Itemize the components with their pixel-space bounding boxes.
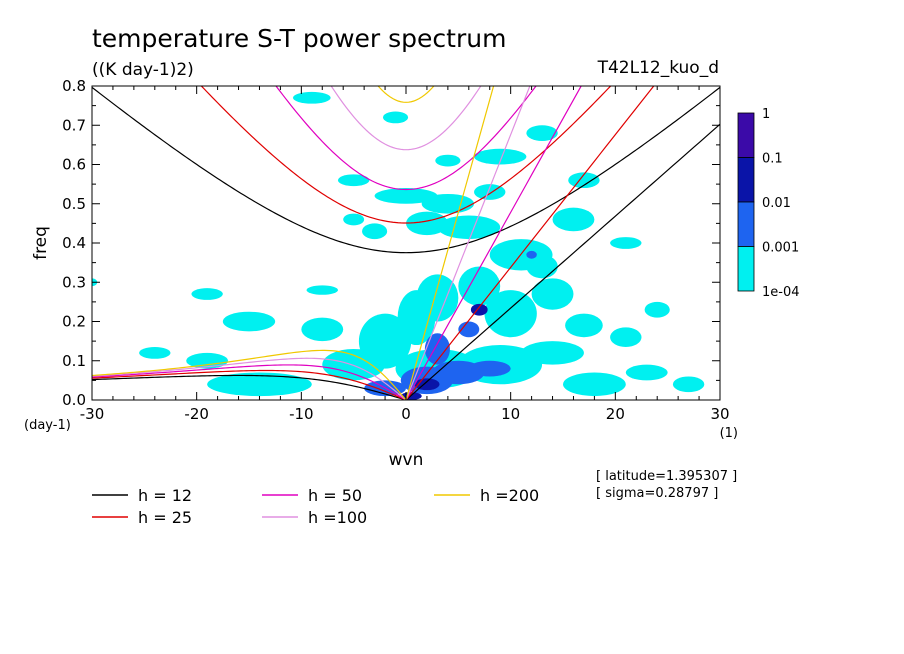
spectrum-region-29 — [531, 278, 574, 310]
y-axis-label: freq — [31, 226, 51, 260]
curve-h200-inertia-gravity — [377, 86, 435, 103]
spectrum-region-13 — [526, 125, 558, 141]
x-tick-label-6: 30 — [710, 405, 729, 423]
spectrum-region-9 — [292, 91, 331, 104]
info-sigma: [ sigma=0.28797 ] — [596, 486, 718, 501]
run-label: T42L12_kuo_d — [597, 58, 719, 78]
curve-h12-rossby — [92, 374, 407, 400]
y-tick-label-0: 0.0 — [62, 391, 86, 409]
spectrum-region-27 — [458, 266, 501, 306]
spectrum-region-4 — [406, 211, 448, 236]
spectrum-region-36 — [563, 372, 626, 397]
colorbar-label-0: 1 — [762, 107, 770, 122]
colorbar-label-2: 0.01 — [762, 196, 791, 211]
spectrum-regions — [92, 91, 705, 400]
colorbar-swatch-0 — [737, 112, 755, 158]
curve-h100-kelvin — [405, 86, 531, 400]
spectrum-region-2 — [306, 285, 338, 295]
spectrum-region-48 — [526, 250, 537, 259]
curve-h100-rossby — [92, 357, 407, 400]
y-tick-label-4: 0.4 — [62, 234, 86, 252]
spectrum-region-11 — [435, 154, 461, 167]
x-tick-label-0: -30 — [80, 405, 105, 423]
spectrum-region-21 — [301, 317, 344, 342]
x-tick-label-2: -10 — [289, 405, 314, 423]
legend-label-h12: h = 12 — [138, 486, 192, 505]
y-tick-label-5: 0.5 — [62, 195, 86, 213]
info-latitude: [ latitude=1.395307 ] — [596, 469, 737, 484]
spectrum-region-8 — [337, 174, 370, 187]
spectrum-region-32 — [644, 301, 670, 318]
spectrum-region-12 — [474, 148, 527, 165]
y-tick-label-7: 0.7 — [62, 116, 86, 134]
spectrum-region-24 — [139, 347, 171, 359]
curve-h100-inertia-gravity — [330, 86, 482, 151]
spectrum-region-28 — [484, 290, 537, 338]
x-tick-label-1: -20 — [184, 405, 209, 423]
y-tick-label-8: 0.8 — [62, 77, 86, 95]
spectrum-region-37 — [625, 364, 668, 381]
y-tick-label-1: 0.1 — [62, 352, 86, 370]
spectrum-region-31 — [610, 327, 642, 348]
legend-label-h200: h =200 — [480, 486, 539, 505]
legend-label-h100: h =100 — [308, 508, 367, 527]
chart-units: ((K day-1)2) — [92, 60, 194, 80]
dispersion-curves — [92, 86, 720, 400]
spectrum-region-20 — [358, 313, 412, 369]
plot-area: -30 -20 -10 0 10 20 30 0.00.10.20.30.40.50.60.… — [62, 77, 730, 423]
curve-h200-kelvin — [405, 86, 495, 400]
x-ticks: -30 -20 -10 0 10 20 30 — [80, 86, 730, 423]
spectrum-region-39 — [526, 254, 558, 279]
curve-h50-kelvin — [405, 86, 582, 400]
curve-h50-rossby — [92, 364, 407, 400]
colorbar: 1 0.1 0.01 0.001 1e-04 — [737, 107, 800, 300]
curve-h200-rossby — [92, 349, 407, 400]
spectrum-region-22 — [222, 311, 276, 332]
chart-title: temperature S-T power spectrum — [92, 24, 506, 53]
colorbar-swatch-3 — [737, 246, 755, 292]
spectrum-region-35 — [521, 341, 584, 365]
legend: h = 12 h = 25 h = 50 h =100 h =200 — [92, 486, 539, 527]
curve-h12-inertia-gravity — [92, 86, 720, 254]
colorbar-swatch-1 — [737, 157, 755, 203]
y-ticks: 0.0 0.1 0.2 0.3 0.4 0.5 0.6 0.7 0.8 — [62, 77, 720, 409]
y-tick-label-2: 0.2 — [62, 313, 86, 331]
spectrum-region-38 — [672, 376, 705, 393]
x-unit-label: (1) — [720, 426, 738, 441]
x-tick-label-4: 10 — [501, 405, 520, 423]
spectrum-region-18 — [207, 372, 312, 397]
spectrum-region-7 — [374, 188, 438, 204]
spectrum-region-23 — [186, 352, 229, 369]
spectrum-region-3 — [362, 223, 388, 240]
colorbar-swatch-2 — [737, 201, 755, 247]
curve-h25-rossby — [92, 369, 407, 400]
spectrum-region-44 — [468, 360, 511, 377]
colorbar-label-4: 1e-04 — [762, 285, 800, 300]
spectrum-region-17 — [343, 213, 365, 226]
legend-label-h25: h = 25 — [138, 508, 192, 527]
y-tick-label-6: 0.6 — [62, 156, 86, 174]
x-tick-label-3: 0 — [401, 405, 411, 423]
x-tick-label-5: 20 — [606, 405, 625, 423]
colorbar-label-3: 0.001 — [762, 241, 799, 256]
legend-label-h50: h = 50 — [308, 486, 362, 505]
spectrum-region-47 — [458, 321, 480, 338]
spectrum-region-15 — [610, 237, 642, 249]
curve-h50-inertia-gravity — [275, 86, 537, 191]
spectrum-region-40 — [552, 207, 595, 232]
spectrum-region-1 — [191, 288, 223, 300]
y-unit-label: (day-1) — [24, 418, 71, 433]
spectrum-region-10 — [382, 111, 409, 124]
spectrum-region-30 — [565, 313, 603, 338]
x-axis-label: wvn — [389, 450, 424, 470]
spectrum-region-26 — [416, 274, 459, 322]
curve-h25-kelvin — [405, 86, 655, 400]
colorbar-label-1: 0.1 — [762, 152, 783, 167]
curve-h12-kelvin — [405, 123, 720, 400]
y-tick-label-3: 0.3 — [62, 273, 86, 291]
curve-h25-inertia-gravity — [200, 86, 612, 224]
spectrum-region-46 — [424, 333, 450, 365]
